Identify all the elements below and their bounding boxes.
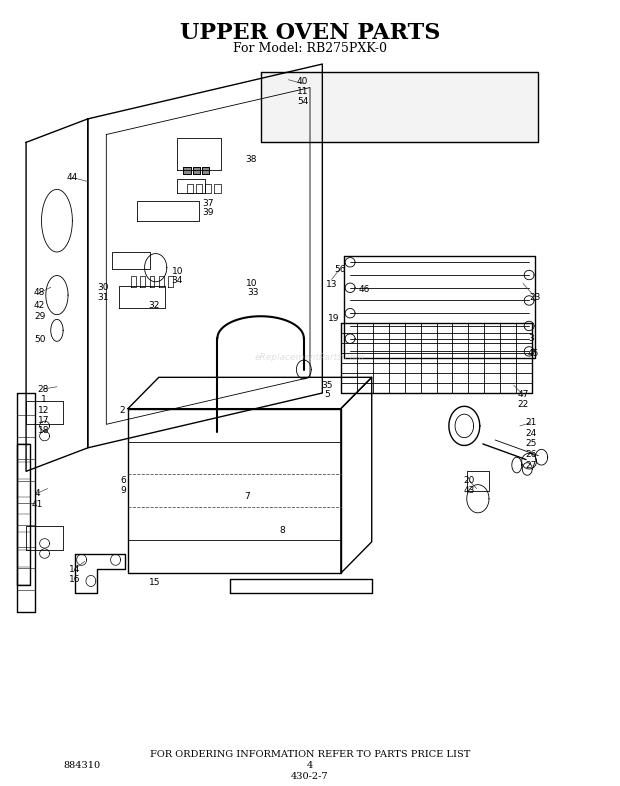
Text: 884310: 884310 (63, 761, 100, 769)
Text: 43: 43 (464, 487, 475, 495)
Text: 23: 23 (529, 293, 541, 302)
Text: 47: 47 (517, 390, 529, 399)
Text: 42: 42 (34, 301, 45, 310)
Text: 3: 3 (528, 334, 534, 343)
Text: 32: 32 (149, 301, 160, 310)
Text: 10: 10 (172, 267, 183, 276)
Text: 6: 6 (121, 476, 126, 485)
Text: 27: 27 (525, 461, 537, 469)
Text: 22: 22 (517, 400, 529, 410)
Text: 44: 44 (67, 173, 78, 182)
Text: 31: 31 (97, 293, 109, 302)
Text: 40: 40 (297, 77, 308, 86)
Text: 7: 7 (244, 492, 250, 501)
Text: For Model: RB275PXK-0: For Model: RB275PXK-0 (233, 42, 387, 55)
Text: 20: 20 (464, 476, 475, 485)
Polygon shape (260, 72, 538, 142)
Text: 28: 28 (38, 384, 49, 394)
Text: 45: 45 (528, 349, 539, 358)
Text: 26: 26 (525, 450, 537, 458)
Text: 16: 16 (68, 575, 80, 584)
Text: 12: 12 (38, 406, 49, 415)
Text: 54: 54 (297, 97, 308, 106)
Text: 41: 41 (32, 500, 43, 509)
Text: 38: 38 (246, 155, 257, 164)
Text: 35: 35 (322, 380, 333, 390)
Text: 13: 13 (326, 281, 337, 289)
Text: 5: 5 (324, 390, 330, 399)
Text: 8: 8 (280, 526, 285, 534)
Text: 4: 4 (34, 489, 40, 498)
Text: 14: 14 (69, 564, 80, 574)
Text: 37: 37 (202, 199, 214, 208)
Text: 48: 48 (34, 288, 45, 297)
Text: 11: 11 (297, 87, 308, 96)
Text: FOR ORDERING INFORMATION REFER TO PARTS PRICE LIST: FOR ORDERING INFORMATION REFER TO PARTS … (150, 751, 470, 759)
Text: 15: 15 (149, 578, 160, 587)
Text: 30: 30 (97, 283, 109, 292)
Text: 24: 24 (525, 429, 536, 439)
Text: 17: 17 (38, 416, 49, 425)
Text: 10: 10 (246, 279, 257, 288)
Text: 46: 46 (358, 285, 370, 294)
Text: 18: 18 (38, 426, 49, 435)
Text: 25: 25 (525, 439, 537, 448)
Text: 39: 39 (202, 208, 214, 218)
Polygon shape (193, 167, 200, 174)
Text: eReplacementParts.com: eReplacementParts.com (255, 353, 365, 362)
Text: 19: 19 (328, 314, 339, 323)
Text: 50: 50 (34, 336, 45, 344)
Text: 34: 34 (172, 277, 183, 285)
Text: 29: 29 (34, 312, 45, 321)
Text: 9: 9 (121, 487, 126, 495)
Text: UPPER OVEN PARTS: UPPER OVEN PARTS (180, 22, 440, 44)
Polygon shape (202, 167, 210, 174)
Polygon shape (184, 167, 191, 174)
Text: 21: 21 (525, 418, 537, 428)
Text: 56: 56 (334, 265, 345, 274)
Text: 33: 33 (247, 288, 259, 297)
Text: 4: 4 (307, 761, 313, 769)
Text: 1: 1 (40, 395, 46, 404)
Text: 2: 2 (119, 406, 125, 415)
Text: 430-2-7: 430-2-7 (291, 773, 329, 781)
